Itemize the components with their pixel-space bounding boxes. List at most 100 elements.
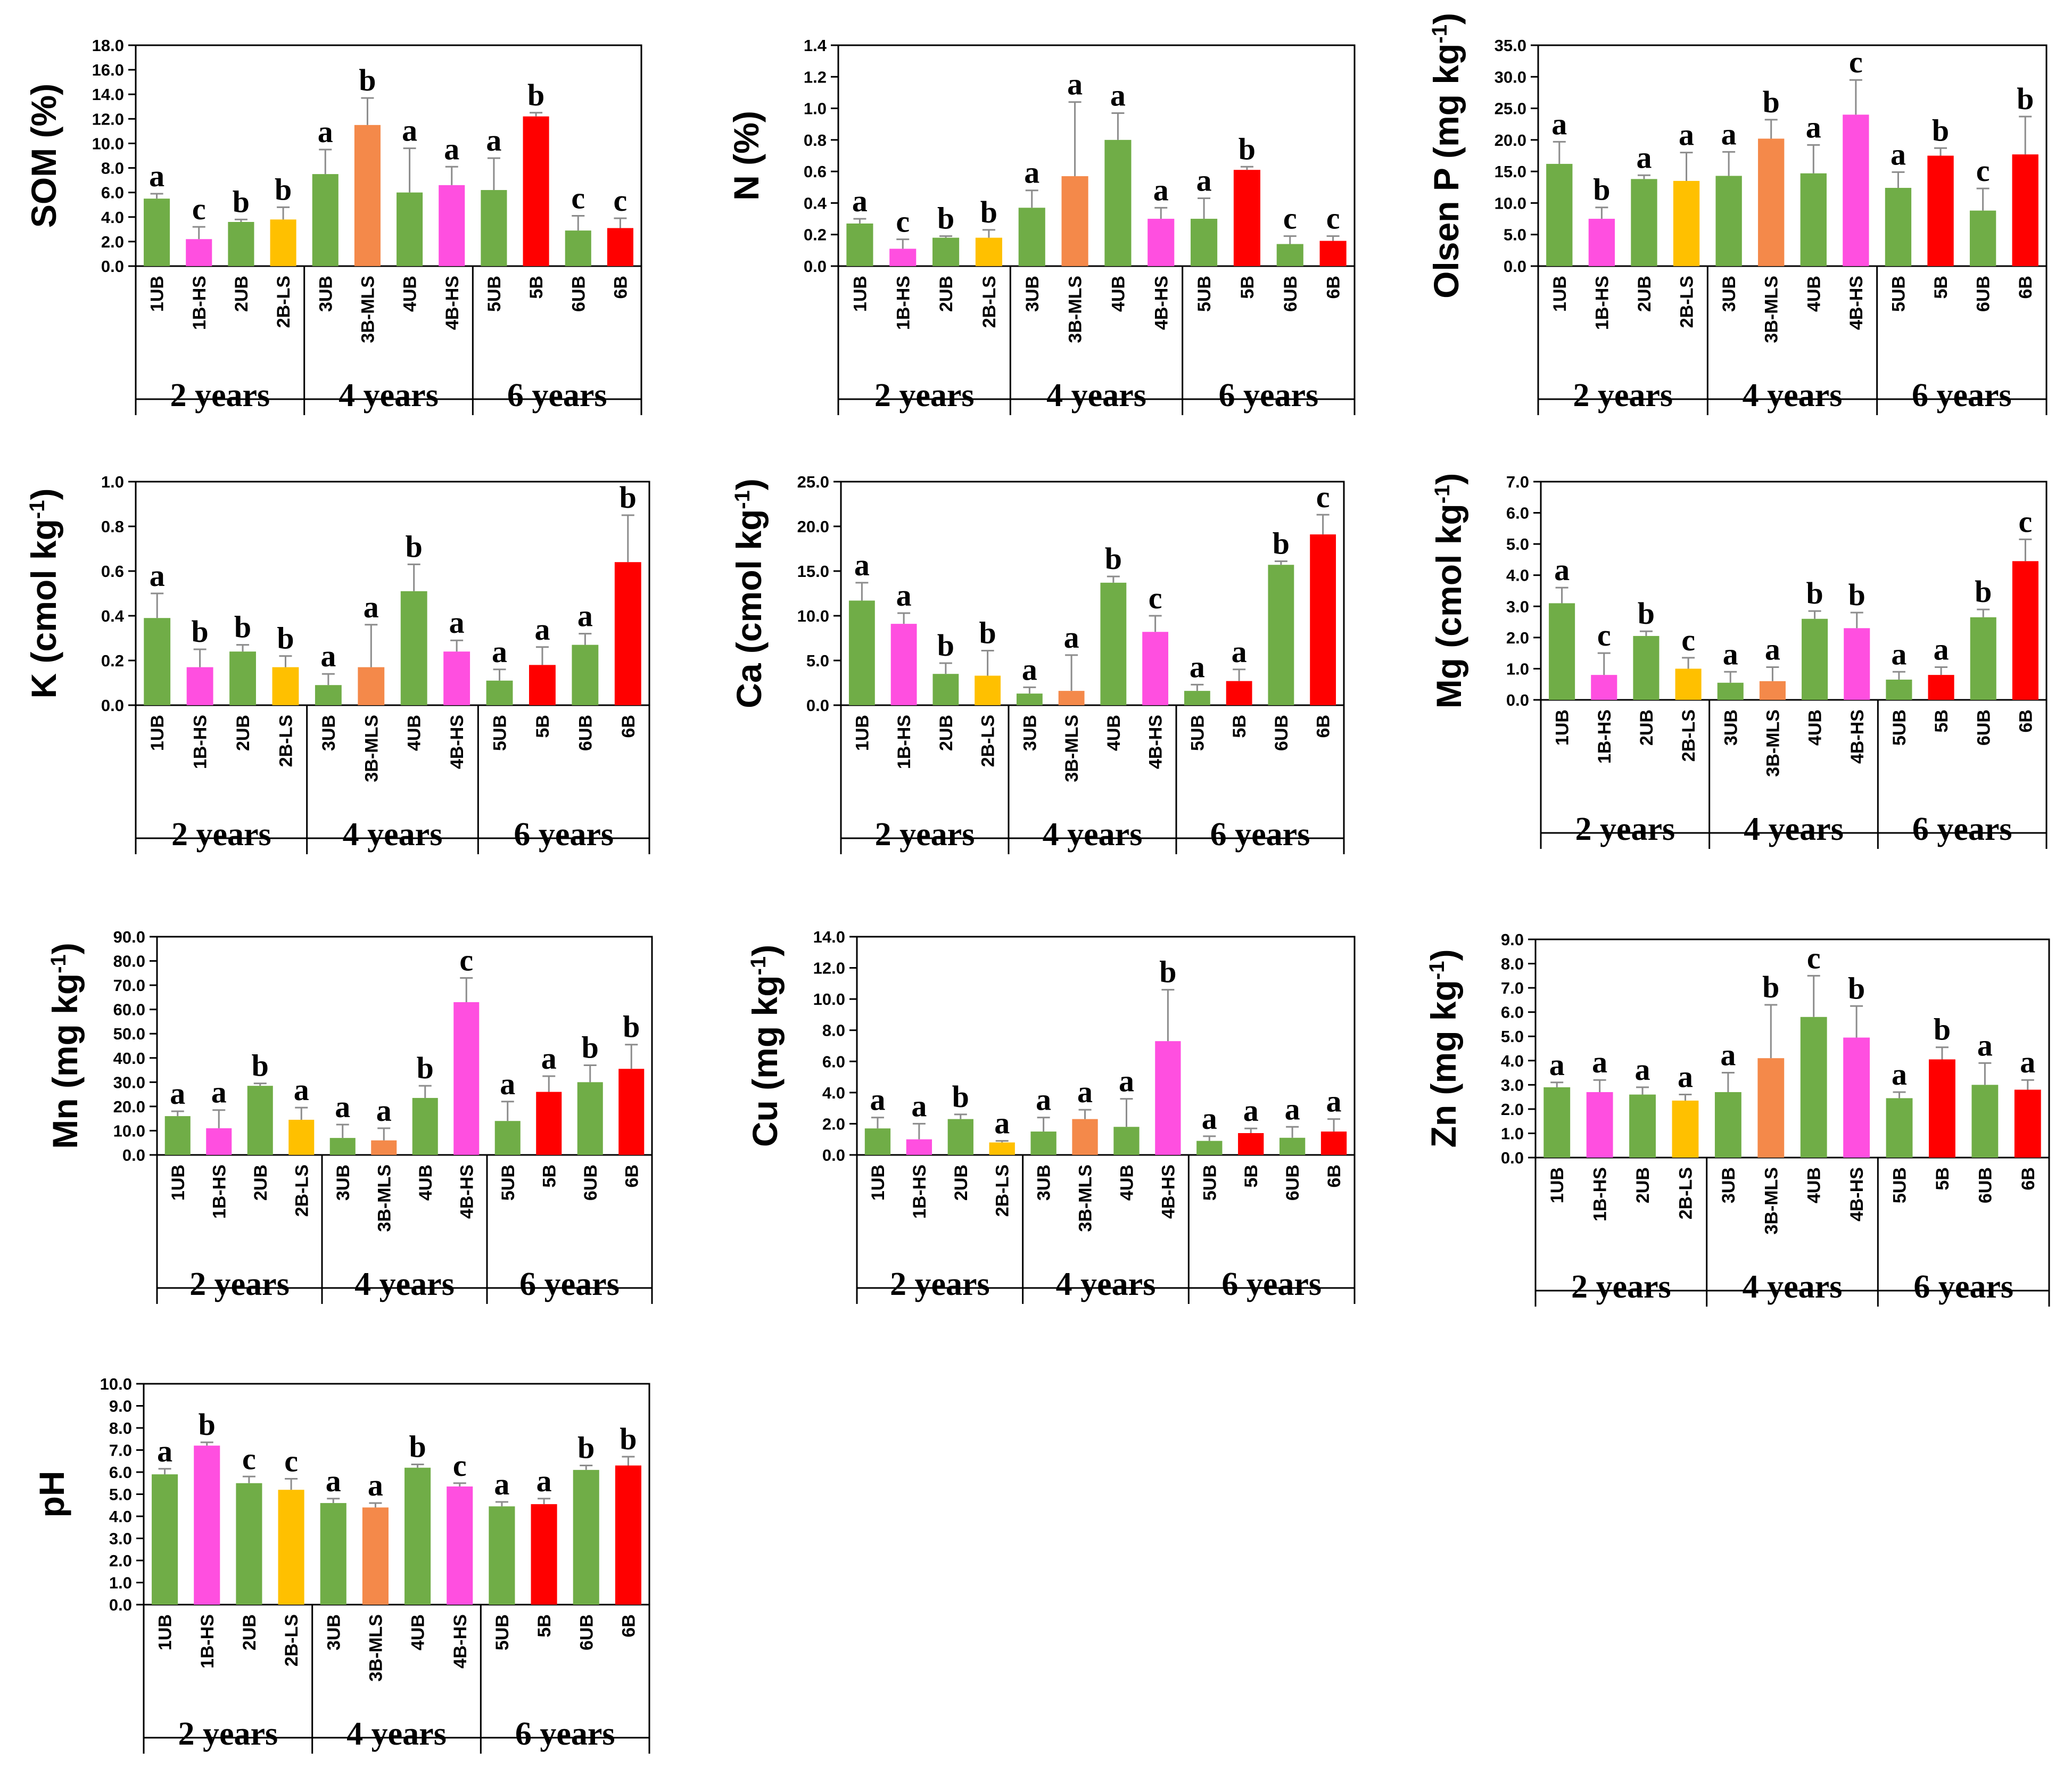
bar-6UB <box>565 230 591 266</box>
significance-letter: a <box>1022 652 1037 687</box>
bar-1B-HS <box>1588 219 1615 266</box>
y-tick-label: 12.0 <box>92 110 124 128</box>
significance-letter: a <box>1243 1093 1259 1128</box>
x-tick-label: 4UB <box>416 1164 436 1201</box>
significance-letter: a <box>492 634 507 669</box>
significance-letter: a <box>911 1088 927 1123</box>
significance-letter: b <box>1848 971 1865 1005</box>
y-tick-label: 7.0 <box>1506 473 1529 491</box>
bar-4UB <box>1802 618 1828 700</box>
y-tick-label: 35.0 <box>1495 36 1526 55</box>
group-label: 6 years <box>514 816 614 853</box>
y-tick-label: 10.0 <box>813 990 845 1009</box>
x-tick-label: 1UB <box>155 1614 176 1650</box>
y-tick-label: 0.6 <box>101 562 124 581</box>
bar-6UB <box>572 645 599 705</box>
significance-letter: a <box>1551 106 1567 141</box>
y-tick-label: 20.0 <box>797 517 829 536</box>
bar-3B-MLS <box>371 1140 397 1155</box>
y-tick-label: 6.0 <box>822 1052 845 1071</box>
y-tick-label: 16.0 <box>92 61 124 79</box>
x-tick-label: 3B-MLS <box>1066 276 1086 343</box>
x-tick-label: 2B-LS <box>282 1614 302 1666</box>
bar-4B-HS <box>1843 1037 1870 1158</box>
bar-5UB <box>481 190 507 266</box>
x-tick-label: 1B-HS <box>209 1164 229 1219</box>
y-axis-label: Ca (cmol kg-1) <box>729 478 769 708</box>
y-tick-label: 0.0 <box>1501 1149 1524 1167</box>
y-tick-label: 30.0 <box>1495 68 1526 86</box>
plot-frame <box>840 481 1345 706</box>
group-label: 4 years <box>1744 811 1844 847</box>
group-label: 4 years <box>1043 816 1143 853</box>
y-tick-label: 12.0 <box>813 959 845 978</box>
bar-1B-HS <box>890 624 917 705</box>
chart-mg: 0.0 1.0 2.0 3.0 4.0 5.0 6.0 7.0 Mg (cmol kg-1) a 1… <box>1429 473 2048 849</box>
y-tick-label: 2.0 <box>1501 1100 1524 1119</box>
significance-letter: a <box>852 184 868 218</box>
y-tick-label: 2.0 <box>109 1551 132 1570</box>
significance-letter: a <box>1064 620 1079 655</box>
bar-1B-HS <box>186 239 212 266</box>
significance-letter: a <box>364 590 379 624</box>
significance-letter: a <box>577 599 593 633</box>
bar-5B <box>531 1504 557 1605</box>
x-tick-label: 3B-MLS <box>1762 276 1782 343</box>
significance-letter: a <box>1592 1045 1607 1079</box>
y-tick-label: 5.0 <box>1501 1027 1524 1046</box>
significance-letter: a <box>1077 1075 1093 1109</box>
x-tick-label: 1UB <box>1547 1167 1567 1203</box>
x-tick-label: 1UB <box>850 276 870 312</box>
x-tick-label: 3B-MLS <box>1062 715 1082 782</box>
x-tick-label: 2UB <box>240 1614 260 1650</box>
group-label: 6 years <box>1912 377 2012 414</box>
group-label: 4 years <box>339 377 439 414</box>
significance-letter: b <box>1239 131 1256 166</box>
y-tick-label: 5.0 <box>806 651 829 670</box>
bar-2UB <box>932 237 960 266</box>
x-tick-label: 1UB <box>168 1164 188 1201</box>
y-tick-label: 0.0 <box>1504 257 1526 276</box>
bar-3B-MLS <box>1058 691 1085 705</box>
x-tick-label: 1UB <box>868 1164 888 1201</box>
bar-5UB <box>1886 1098 1913 1158</box>
bar-2B-LS <box>975 237 1002 266</box>
significance-letter: a <box>170 1076 185 1111</box>
bar-4UB <box>1800 173 1827 266</box>
bar-2UB <box>1631 179 1657 266</box>
y-tick-label: 0.0 <box>1506 691 1529 709</box>
y-tick-label: 2.0 <box>822 1114 845 1133</box>
group-label: 2 years <box>189 1266 290 1302</box>
x-tick-label: 5UB <box>498 1164 518 1201</box>
chart-cu: 0.0 2.0 4.0 6.0 8.0 10.0 12.0 14.0 Cu (mg kg-1) a… <box>745 928 1356 1304</box>
x-tick-label: 1B-HS <box>910 1164 930 1219</box>
significance-letter: b <box>1975 574 1992 609</box>
group-label: 6 years <box>519 1266 620 1302</box>
chart-ph: 0.0 1.0 2.0 3.0 4.0 5.0 6.0 7.0 8.0 9.0 10.0 pH a 1UB… <box>32 1375 650 1754</box>
x-tick-label: 1B-HS <box>893 276 913 330</box>
x-tick-label: 3UB <box>333 1164 353 1201</box>
significance-letter: c <box>1597 618 1611 653</box>
y-tick-label: 2.0 <box>101 233 124 251</box>
y-tick-label: 0.2 <box>804 226 827 244</box>
y-tick-label: 2.0 <box>1506 629 1529 647</box>
bar-1B-HS <box>906 1139 932 1155</box>
x-tick-label: 2UB <box>936 715 956 751</box>
significance-letter: b <box>409 1429 426 1464</box>
y-tick-label: 1.0 <box>101 473 124 491</box>
y-tick-label: 0.0 <box>109 1596 132 1614</box>
plot-frame <box>156 936 653 1156</box>
significance-letter: a <box>1891 637 1906 671</box>
significance-letter: a <box>486 123 501 158</box>
bar-5B <box>536 1092 562 1155</box>
bar-5B <box>1929 1059 1955 1158</box>
bar-5UB <box>494 1121 521 1155</box>
plot-frame <box>1537 44 2048 267</box>
y-tick-label: 0.8 <box>804 131 827 150</box>
chart-zn: 0.0 1.0 2.0 3.0 4.0 5.0 6.0 7.0 8.0 9.0 Zn (mg kg-… <box>1424 930 2050 1307</box>
significance-letter: a <box>1765 632 1780 667</box>
y-tick-label: 10.0 <box>113 1121 145 1140</box>
bar-6UB <box>1279 1137 1306 1155</box>
x-tick-label: 5B <box>539 1164 559 1187</box>
y-tick-label: 0.2 <box>101 651 124 670</box>
